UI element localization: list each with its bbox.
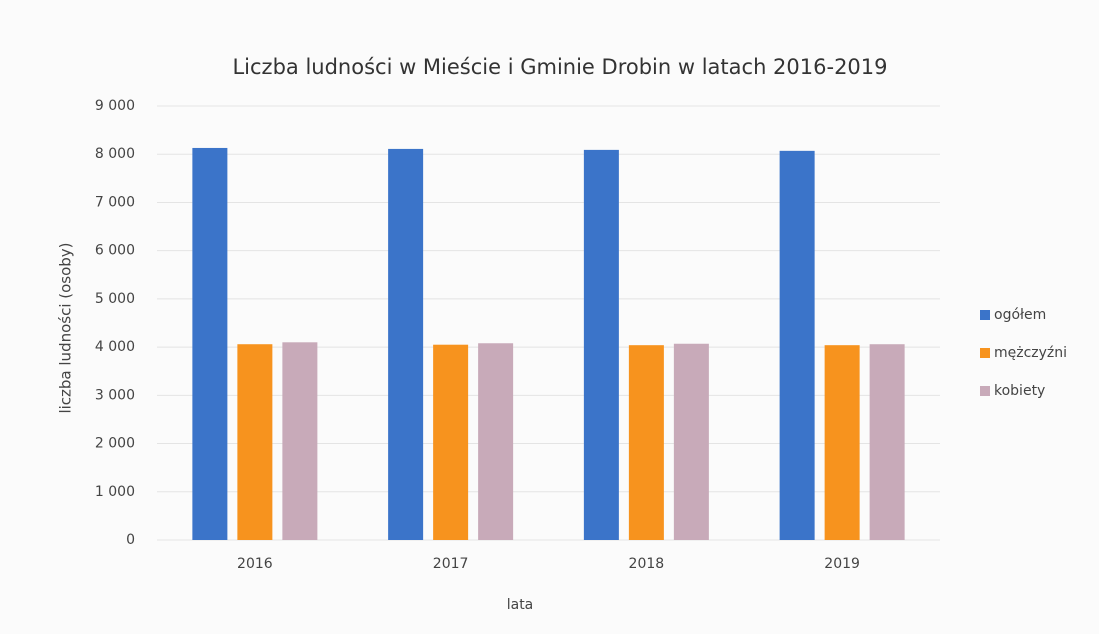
y-tick-label: 5 000 xyxy=(95,291,135,307)
y-tick-label: 7 000 xyxy=(95,194,135,210)
chart-title: Liczba ludności w Mieście i Gminie Drobi… xyxy=(232,55,887,79)
bar xyxy=(192,147,228,540)
y-axis-label: liczba ludności (osoby) xyxy=(57,242,75,413)
x-tick-label: 2019 xyxy=(824,556,860,572)
bar xyxy=(237,344,273,540)
y-tick-label: 0 xyxy=(126,532,135,548)
y-tick-label: 4 000 xyxy=(95,339,135,355)
bar xyxy=(433,344,469,540)
y-tick-label: 1 000 xyxy=(95,484,135,500)
y-tick-label: 6 000 xyxy=(95,243,135,259)
legend-label: mężczyźni xyxy=(994,345,1067,361)
bar xyxy=(583,149,619,541)
legend-swatch xyxy=(980,348,990,358)
x-tick-label: 2017 xyxy=(433,556,469,572)
bar xyxy=(388,148,424,540)
bar xyxy=(824,345,860,540)
bar xyxy=(282,342,318,540)
x-axis-label: lata xyxy=(507,597,534,613)
x-tick-label: 2016 xyxy=(237,556,273,572)
legend-label: kobiety xyxy=(994,383,1045,399)
bar xyxy=(673,343,709,540)
legend-label: ogółem xyxy=(994,307,1046,323)
bar xyxy=(779,150,815,540)
bar xyxy=(869,344,905,540)
bar xyxy=(628,345,664,540)
legend-swatch xyxy=(980,310,990,320)
legend-swatch xyxy=(980,386,990,396)
bar xyxy=(478,343,514,540)
y-tick-label: 9 000 xyxy=(95,98,135,114)
x-tick-label: 2018 xyxy=(629,556,665,572)
y-tick-label: 3 000 xyxy=(95,387,135,403)
y-tick-label: 8 000 xyxy=(95,146,135,162)
y-tick-label: 2 000 xyxy=(95,436,135,452)
